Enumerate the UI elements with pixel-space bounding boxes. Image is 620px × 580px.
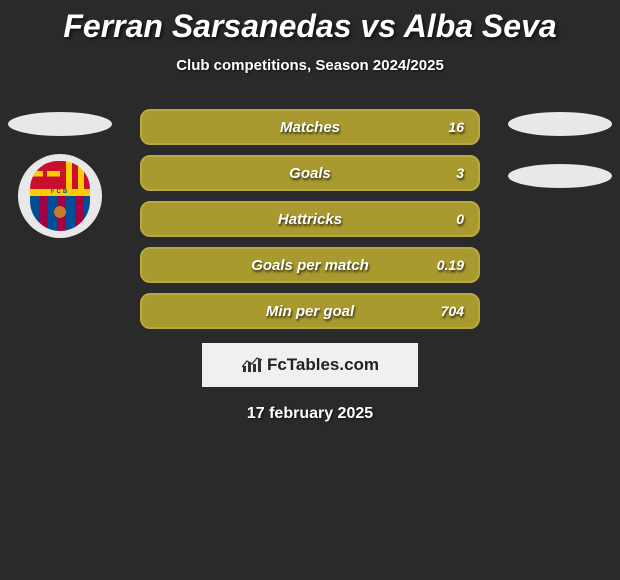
stat-value: 3 <box>456 165 464 181</box>
content-area: FCB Matches 16 Goals 3 Hattricks 0 Goals per m… <box>0 109 620 423</box>
stat-bar: Goals per match 0.19 <box>140 247 480 283</box>
subtitle: Club competitions, Season 2024/2025 <box>0 57 620 74</box>
stat-value: 704 <box>441 303 464 319</box>
fctables-logo-text: FcTables.com <box>267 355 379 375</box>
fctables-logo-box: FcTables.com <box>202 343 418 387</box>
stat-label: Goals per match <box>251 257 369 274</box>
comparison-title: Ferran Sarsanedas vs Alba Seva <box>0 0 620 45</box>
club-badge: FCB <box>18 154 102 238</box>
bar-chart-icon <box>241 356 263 374</box>
player-photo-placeholder <box>8 112 112 136</box>
stat-label: Matches <box>280 119 340 136</box>
stat-value: 0 <box>456 211 464 227</box>
stat-value: 0.19 <box>437 257 464 273</box>
player-photo-placeholder <box>508 112 612 136</box>
stat-bar: Hattricks 0 <box>140 201 480 237</box>
stat-label: Min per goal <box>266 303 354 320</box>
right-player-column <box>500 109 620 188</box>
fcb-crest: FCB <box>30 161 90 231</box>
stat-label: Goals <box>289 165 331 182</box>
stat-bar: Min per goal 704 <box>140 293 480 329</box>
stat-bar: Matches 16 <box>140 109 480 145</box>
stats-bars: Matches 16 Goals 3 Hattricks 0 Goals per match… <box>140 109 480 329</box>
stat-value: 16 <box>448 119 464 135</box>
crest-text: FCB <box>30 189 90 196</box>
stat-label: Hattricks <box>278 211 342 228</box>
club-badge-placeholder <box>508 164 612 188</box>
date-label: 17 february 2025 <box>0 405 620 423</box>
left-player-column: FCB <box>0 109 120 238</box>
stat-bar: Goals 3 <box>140 155 480 191</box>
